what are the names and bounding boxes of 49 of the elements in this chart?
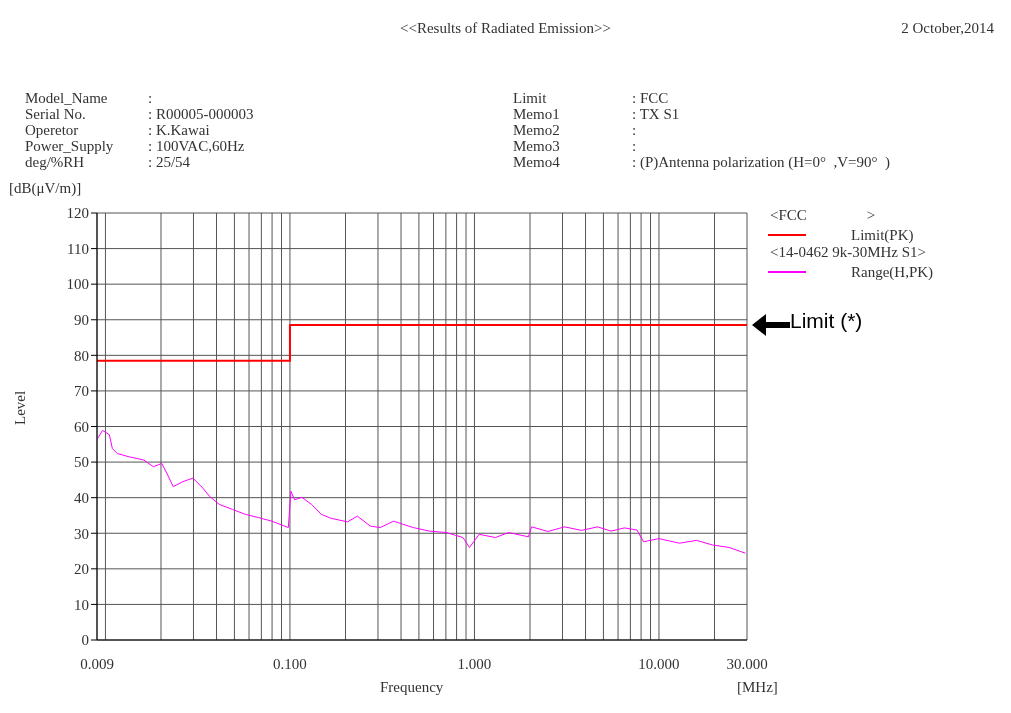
text: Power_Supply	[25, 138, 114, 154]
x-tick-label: 1.000	[457, 655, 492, 672]
text: Limit (*)	[790, 309, 863, 332]
y-tick-label: 80	[74, 347, 89, 364]
x-axis-title: Frequency	[380, 679, 444, 696]
text: Memo3	[513, 138, 560, 154]
y-tick-label: 90	[74, 312, 89, 329]
text: :	[148, 90, 153, 106]
text: : 25/54	[148, 154, 191, 170]
text: deg/%RH	[25, 154, 85, 170]
y-tick-label: 40	[74, 489, 89, 506]
chart-title: <<Results of Radiated Emission>>	[400, 20, 611, 36]
text: : TX S1	[632, 106, 680, 122]
text: Memo1	[513, 106, 560, 122]
y-tick-label: 70	[74, 383, 89, 400]
x-tick-label: 0.009	[80, 655, 114, 672]
x-tick-label: 10.000	[638, 655, 680, 672]
text: : K.Kawai	[148, 122, 210, 138]
y-tick-label: 110	[67, 240, 89, 257]
text: Model_Name	[25, 90, 108, 106]
text: :	[632, 138, 637, 154]
y-tick-label: 20	[74, 561, 89, 578]
text: [dB(μV/m)]	[9, 180, 82, 196]
x-tick-label: 30.000	[726, 655, 768, 672]
text: : R00005-000003	[148, 106, 254, 122]
text: 2 October,2014	[901, 20, 994, 36]
text: : (P)Antenna polarization (H=0° ,V=90° )	[632, 154, 891, 170]
y-tick-label: 100	[66, 276, 89, 293]
text: <FCC >	[770, 207, 876, 223]
y-tick-label: 50	[74, 454, 89, 471]
text: Operetor	[25, 122, 79, 138]
x-tick-label: 0.100	[273, 655, 307, 672]
text: Memo2	[513, 122, 560, 138]
y-tick-label: 0	[81, 632, 89, 649]
text: <14-0462 9k-30MHz S1>	[770, 244, 927, 260]
y-tick-label: 10	[74, 596, 89, 613]
text: Serial No.	[25, 106, 86, 122]
text: :	[632, 122, 637, 138]
text: Range(H,PK)	[851, 264, 934, 280]
text: Memo4	[513, 154, 560, 170]
text: : FCC	[632, 90, 669, 106]
text: : 100VAC,60Hz	[148, 138, 245, 154]
text: [MHz]	[737, 679, 778, 695]
y-axis-title: Level	[12, 390, 29, 425]
y-tick-label: 30	[74, 525, 89, 542]
text: Limit	[513, 90, 547, 106]
y-tick-label: 120	[66, 205, 89, 222]
text: Limit(PK)	[851, 227, 914, 243]
y-tick-label: 60	[74, 418, 89, 435]
